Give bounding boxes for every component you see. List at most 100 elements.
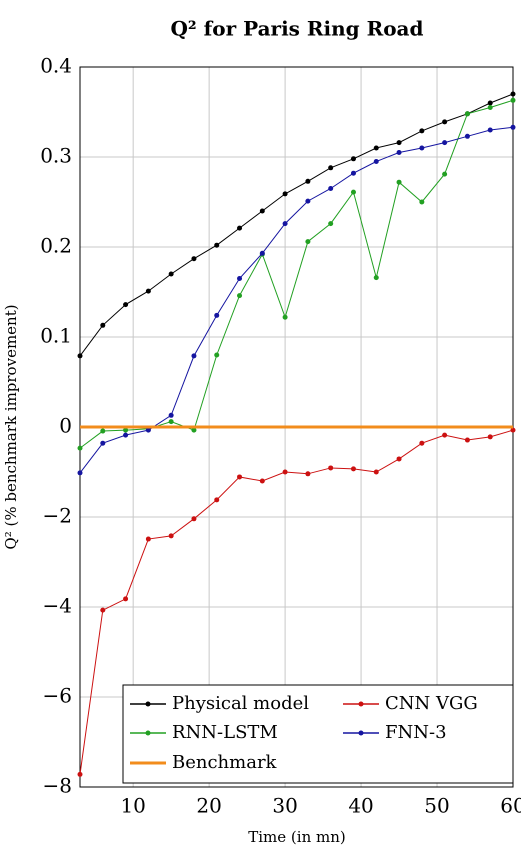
data-point xyxy=(419,440,425,446)
data-point xyxy=(145,427,151,433)
data-point xyxy=(464,133,470,139)
data-point xyxy=(442,171,448,177)
data-point xyxy=(145,536,151,542)
data-point xyxy=(123,427,129,433)
data-point xyxy=(328,465,334,471)
data-point xyxy=(419,145,425,151)
data-point xyxy=(77,353,83,359)
legend-marker xyxy=(358,701,364,707)
data-point xyxy=(328,186,334,191)
data-point xyxy=(350,466,356,472)
legend-label: Physical model xyxy=(172,693,309,714)
data-point xyxy=(487,434,493,440)
legend-box xyxy=(122,684,514,784)
x-axis-label: Time (in mn) xyxy=(248,828,346,846)
legend-label: FNN-3 xyxy=(385,722,447,743)
data-point xyxy=(396,456,402,462)
data-point xyxy=(487,127,493,133)
data-point xyxy=(510,124,516,130)
chart-title: Q² for Paris Ring Road xyxy=(170,17,423,41)
data-point xyxy=(214,312,220,318)
data-point xyxy=(328,221,334,227)
data-point xyxy=(396,150,402,155)
data-point xyxy=(282,314,288,320)
y-tick-label: −2 xyxy=(43,504,72,528)
legend-label: CNN VGG xyxy=(385,693,478,714)
y-tick-label: 0.4 xyxy=(40,54,72,78)
data-point xyxy=(123,432,129,438)
data-point xyxy=(442,119,448,125)
data-point xyxy=(442,432,448,438)
data-point xyxy=(442,140,448,146)
data-point xyxy=(373,275,379,281)
data-point xyxy=(464,111,470,117)
data-point xyxy=(328,165,334,171)
data-point xyxy=(396,179,402,185)
series-line xyxy=(79,429,514,775)
data-point xyxy=(100,607,106,613)
legend-marker xyxy=(145,701,151,707)
legend-marker xyxy=(358,730,364,736)
data-point xyxy=(168,419,174,425)
data-point xyxy=(464,437,470,443)
data-point xyxy=(237,293,243,299)
series-line xyxy=(79,126,514,474)
data-point xyxy=(214,242,220,248)
x-tick-label: 40 xyxy=(348,794,373,818)
data-point xyxy=(145,288,151,294)
data-point xyxy=(305,239,311,245)
data-point xyxy=(373,469,379,475)
legend-marker xyxy=(145,730,151,736)
data-point xyxy=(168,271,174,277)
data-point xyxy=(237,474,243,480)
y-tick-label: −4 xyxy=(43,594,72,618)
legend-label: RNN-LSTM xyxy=(172,722,278,743)
data-point xyxy=(487,100,493,106)
data-point xyxy=(282,191,288,197)
data-point xyxy=(510,91,516,97)
y-tick-label: 0.2 xyxy=(40,234,72,258)
data-point xyxy=(123,596,129,602)
data-point xyxy=(191,256,197,262)
data-point xyxy=(214,497,220,503)
x-tick-label: 20 xyxy=(196,794,221,818)
data-point xyxy=(168,533,174,539)
data-point xyxy=(123,302,129,308)
data-point xyxy=(510,97,516,103)
data-point xyxy=(419,128,425,134)
data-point xyxy=(305,471,311,477)
data-point xyxy=(350,170,356,176)
data-point xyxy=(77,445,83,451)
x-tick-label: 50 xyxy=(424,794,449,818)
data-point xyxy=(487,105,493,110)
data-point xyxy=(237,276,243,281)
data-point xyxy=(510,427,516,433)
data-point xyxy=(100,428,106,434)
data-point xyxy=(237,225,243,231)
x-tick-label: 10 xyxy=(120,794,145,818)
y-tick-label: −6 xyxy=(43,684,72,708)
data-point xyxy=(259,208,265,214)
data-point xyxy=(100,322,106,328)
data-point xyxy=(396,140,402,146)
data-point xyxy=(191,516,197,522)
data-point xyxy=(100,440,106,446)
series-line xyxy=(79,93,514,357)
x-tick-label: 60 xyxy=(500,794,521,818)
data-point xyxy=(350,156,356,162)
legend: Physical model CNN VGG RNN-LSTM FNN-3 Benchm… xyxy=(122,684,514,784)
data-point xyxy=(350,189,356,195)
x-tick-label: 30 xyxy=(272,794,297,818)
data-point xyxy=(168,412,174,418)
data-point xyxy=(77,771,83,777)
data-point xyxy=(282,469,288,475)
data-point xyxy=(77,470,83,476)
series-line xyxy=(79,99,514,449)
y-tick-label: −8 xyxy=(43,774,72,798)
y-tick-label: 0.3 xyxy=(40,144,72,168)
legend-label: Benchmark xyxy=(172,752,278,773)
data-point xyxy=(191,353,197,359)
data-point xyxy=(282,221,288,227)
data-point xyxy=(373,145,379,151)
